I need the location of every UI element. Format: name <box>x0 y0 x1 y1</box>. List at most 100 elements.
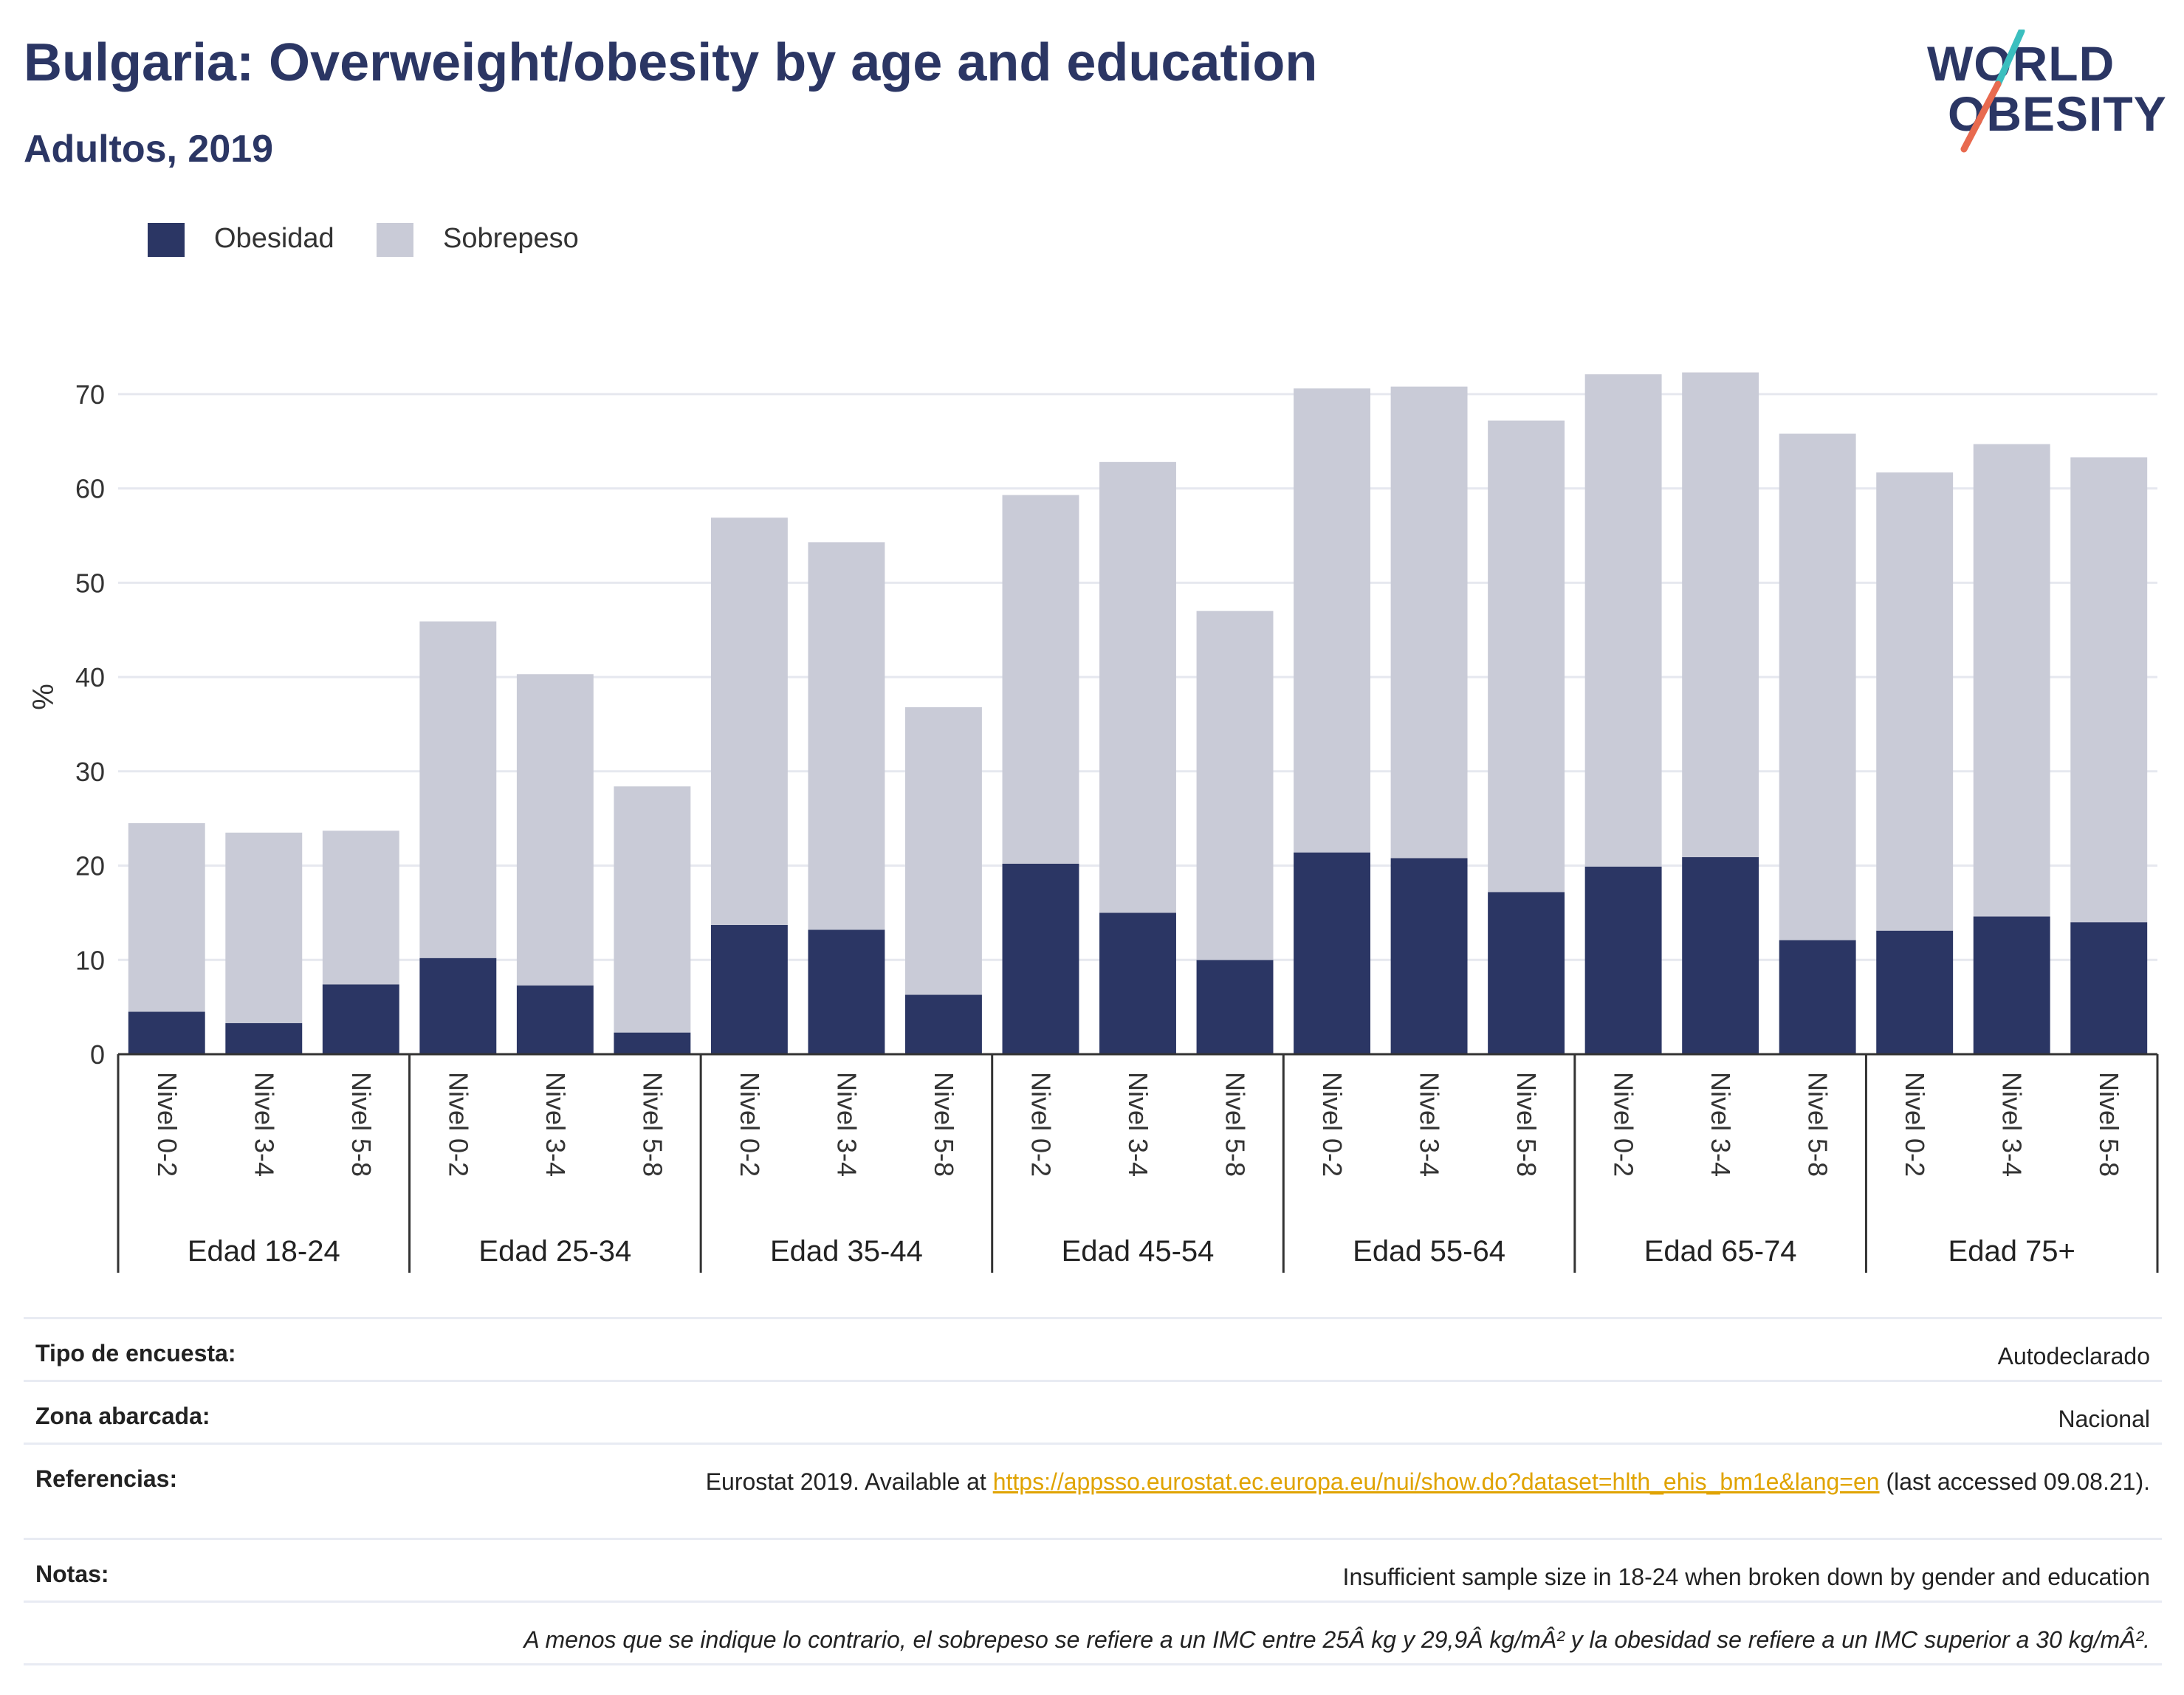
stacked-bar-chart: 0 10 20 30 40 50 60 70% Nivel 0-2 Nivel 3-4 Nivel … <box>27 372 2159 1273</box>
info-table-bottom-border <box>24 1663 2162 1665</box>
x-tick-label: Nivel 5-8 <box>346 1072 377 1177</box>
x-tick-label: Nivel 3-4 <box>1706 1072 1736 1177</box>
info-row-coverage: Zona abarcada: Nacional <box>24 1380 2162 1443</box>
logo-slash-icon <box>1960 30 2025 153</box>
info-table: Tipo de encuesta: Autodeclarado Zona aba… <box>24 1317 2162 1665</box>
y-tick-label: 30 <box>75 757 105 787</box>
group-label: Edad 65-74 <box>1644 1235 1797 1268</box>
x-tick-label: Nivel 0-2 <box>1900 1072 1930 1177</box>
bar-sobrepeso <box>2070 457 2148 923</box>
x-tick-label: Nivel 5-8 <box>929 1072 959 1177</box>
bar-obesidad <box>905 994 982 1054</box>
group-label: Edad 25-34 <box>478 1235 631 1268</box>
bar-sobrepeso <box>1973 444 2050 917</box>
info-label: Referencias: <box>35 1465 178 1492</box>
reference-link[interactable]: https://appsso.eurostat.ec.europa.eu/nui… <box>992 1468 1880 1495</box>
bar-obesidad <box>1488 892 1565 1054</box>
x-tick-label: Nivel 0-2 <box>1026 1072 1056 1177</box>
bar-obesidad <box>322 984 399 1054</box>
x-tick-label: Nivel 5-8 <box>1220 1072 1251 1177</box>
y-tick-label: 70 <box>75 379 105 410</box>
bar-sobrepeso <box>1196 611 1274 960</box>
bar-sobrepeso <box>128 823 205 1012</box>
y-tick-label: 10 <box>75 945 105 975</box>
group-label: Edad 55-64 <box>1353 1235 1505 1268</box>
info-value: Autodeclarado <box>1997 1343 2150 1369</box>
y-tick-label: 50 <box>75 568 105 598</box>
bar-obesidad <box>614 1032 691 1054</box>
bar-obesidad <box>1002 863 1079 1054</box>
bar-sobrepeso <box>1390 386 1468 859</box>
bar-obesidad <box>1876 930 1954 1054</box>
info-row-notes: Notas: Insufficient sample size in 18-24… <box>24 1538 2162 1601</box>
x-tick-label: Nivel 0-2 <box>152 1072 182 1177</box>
footnote-text: A menos que se indique lo contrario, el … <box>523 1626 2150 1653</box>
bar-obesidad <box>128 1011 205 1054</box>
y-tick-label: 20 <box>75 851 105 881</box>
bar-sobrepeso <box>516 674 594 986</box>
bar-obesidad <box>1099 912 1176 1054</box>
legend-swatch-sobrepeso <box>377 223 413 257</box>
info-value: Nacional <box>2058 1406 2150 1432</box>
info-row-survey-type: Tipo de encuesta: Autodeclarado <box>24 1317 2162 1380</box>
x-tick-label: Nivel 5-8 <box>1511 1072 1542 1177</box>
bar-sobrepeso <box>1584 374 1662 867</box>
bar-sobrepeso <box>419 621 497 958</box>
y-tick-label: 40 <box>75 662 105 692</box>
info-label: Notas: <box>35 1561 109 1587</box>
legend-label-obesidad: Obesidad <box>214 223 334 254</box>
bar-obesidad <box>1294 852 1370 1054</box>
info-label: Tipo de encuesta: <box>35 1340 236 1366</box>
y-tick-label: 0 <box>90 1039 105 1070</box>
chart-subtitle: Adultos, 2019 <box>24 128 274 171</box>
bar-obesidad <box>1779 940 1856 1054</box>
x-tick-label: Nivel 0-2 <box>735 1072 765 1177</box>
bar-obesidad <box>1682 857 1759 1054</box>
bar-obesidad <box>1973 916 2050 1054</box>
group-label: Edad 45-54 <box>1062 1235 1215 1268</box>
group-label: Edad 18-24 <box>188 1235 340 1268</box>
bar-sobrepeso <box>1779 433 1856 941</box>
x-tick-label: Nivel 3-4 <box>1997 1072 2027 1177</box>
bar-obesidad <box>225 1022 303 1054</box>
bar-obesidad <box>1584 866 1662 1054</box>
x-tick-label: Nivel 0-2 <box>443 1072 473 1177</box>
legend-label-sobrepeso: Sobrepeso <box>443 223 579 254</box>
bar-sobrepeso <box>1099 461 1176 913</box>
bar-sobrepeso <box>1002 495 1079 864</box>
bar-sobrepeso <box>1488 420 1565 893</box>
x-tick-label: Nivel 3-4 <box>831 1072 862 1177</box>
bar-sobrepeso <box>710 518 788 926</box>
bar-sobrepeso <box>225 832 303 1023</box>
bar-sobrepeso <box>1876 472 1954 931</box>
group-label: Edad 75+ <box>1948 1235 2075 1268</box>
world-obesity-logo: WORLD OBESITY <box>1927 30 2166 155</box>
x-tick-label: Nivel 3-4 <box>1123 1072 1153 1177</box>
bar-obesidad <box>419 957 497 1054</box>
x-tick-label: Nivel 0-2 <box>1317 1072 1347 1177</box>
bar-sobrepeso <box>905 706 982 995</box>
bar-obesidad <box>516 985 594 1054</box>
x-tick-label: Nivel 5-8 <box>637 1072 667 1177</box>
bar-obesidad <box>2070 922 2148 1054</box>
info-row-footnote: A menos que se indique lo contrario, el … <box>24 1601 2162 1663</box>
bar-sobrepeso <box>1682 372 1759 858</box>
x-tick-label: Nivel 3-4 <box>1415 1072 1445 1177</box>
bar-sobrepeso <box>614 786 691 1033</box>
y-tick-label: 60 <box>75 474 105 504</box>
bar-obesidad <box>1390 858 1468 1054</box>
x-tick-label: Nivel 3-4 <box>540 1072 571 1177</box>
reference-prefix: Eurostat 2019. Available at <box>705 1468 993 1495</box>
x-tick-label: Nivel 0-2 <box>1609 1072 1639 1177</box>
info-label: Zona abarcada: <box>35 1403 210 1429</box>
bar-obesidad <box>808 929 885 1054</box>
bar-sobrepeso <box>808 542 885 930</box>
info-row-references: Referencias: Eurostat 2019. Available at… <box>24 1443 2162 1538</box>
chart-title: Bulgaria: Overweight/obesity by age and … <box>24 33 1318 92</box>
reference-suffix: (last accessed 09.08.21). <box>1879 1468 2150 1495</box>
info-value: Insufficient sample size in 18-24 when b… <box>1342 1564 2150 1590</box>
logo-text-line1: WORLD <box>1927 36 2115 91</box>
x-tick-label: Nivel 5-8 <box>1803 1072 1833 1177</box>
x-tick-label: Nivel 3-4 <box>249 1072 279 1177</box>
bar-obesidad <box>1196 960 1274 1054</box>
